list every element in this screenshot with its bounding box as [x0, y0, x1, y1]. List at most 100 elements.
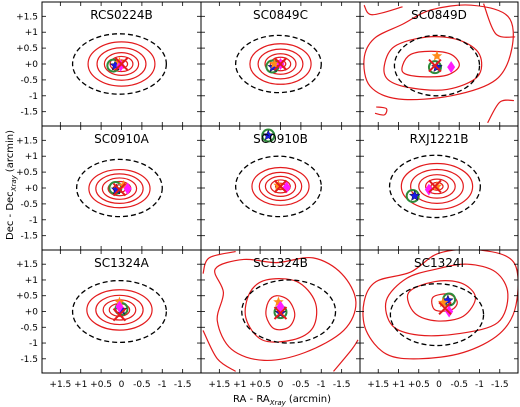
ticks-layer: +1.5+1+0.5+0-0.5-1-1.5+1.5+1+0.5+0-0.5-1…	[16, 12, 508, 390]
magenta-diamond-marker	[447, 61, 456, 74]
x-tick-label: +1	[392, 380, 405, 390]
panel-sc1324a: SC1324A	[41, 249, 202, 374]
x-tick-label: +0.5	[90, 380, 112, 390]
xray-contour	[202, 250, 236, 274]
x-tick-label: -1.5	[491, 380, 509, 390]
panel-sc0910a: SC0910A	[41, 125, 202, 251]
y-axis-label: Dec - DecXray(arcmin)	[5, 130, 18, 240]
xray-contour	[270, 179, 291, 194]
y-tick-label: +0	[25, 60, 39, 70]
x-tick-label: 0	[278, 380, 284, 390]
xray-contour	[214, 256, 357, 361]
panel-sc0910b: SC0910B	[200, 125, 361, 251]
x-tick-label: +1.5	[208, 380, 230, 390]
xray-contour	[95, 173, 144, 204]
xray-contour	[401, 50, 460, 78]
y-tick-label: +1.5	[16, 260, 38, 270]
x-tick-label: -0.5	[450, 380, 468, 390]
aperture-circle	[71, 33, 167, 95]
panel-plot-area	[76, 158, 163, 218]
xray-peak-cross	[112, 307, 127, 322]
x-tick-label: -0.5	[133, 380, 151, 390]
xray-contour	[269, 56, 292, 72]
y-tick-label: -1.5	[20, 108, 38, 118]
panel-title: SC1324A	[94, 256, 150, 270]
orange-star-marker	[431, 50, 443, 61]
xray-contour	[265, 295, 296, 331]
x-tick-label: -1	[317, 380, 326, 390]
x-tick-label: -1.5	[174, 380, 192, 390]
aperture-circle	[235, 34, 322, 94]
x-axis-label: RA - RAXray (arcmin)	[233, 394, 331, 407]
y-tick-label: -1	[29, 216, 38, 226]
xray-contour	[87, 41, 156, 87]
orange-star-marker	[437, 297, 449, 308]
orange-star-marker	[431, 180, 443, 191]
xray-peak-cross	[273, 179, 288, 194]
xray-contour	[101, 177, 138, 200]
xray-contour	[406, 280, 477, 322]
xray-contour	[95, 294, 144, 326]
panel-plot-area	[202, 250, 359, 372]
xray-peak-cross	[428, 58, 442, 73]
xray-contour	[384, 263, 509, 337]
xray-contour	[86, 289, 153, 331]
panel-sc0849d: SC0849D	[359, 1, 519, 127]
panel-rcs0224b: RCS0224B	[41, 1, 202, 127]
y-tick-label: -1.5	[20, 355, 38, 365]
xray-contour	[333, 339, 359, 372]
aperture-circle	[389, 283, 485, 347]
aperture-circle	[71, 279, 167, 344]
xray-contour	[400, 162, 474, 210]
blue-star-marker	[442, 294, 454, 306]
xray-contour	[257, 48, 304, 80]
panel-title: SC1324I	[414, 256, 464, 270]
magenta-diamond-marker	[115, 300, 124, 313]
y-tick-label: +0.5	[16, 44, 38, 54]
xray-contour	[249, 43, 312, 85]
y-tick-label: +1.5	[16, 12, 38, 22]
xray-contour	[363, 4, 403, 16]
bcg-marker	[427, 60, 442, 75]
xray-peak-cross	[273, 57, 288, 71]
panel-title: RXJ1221B	[410, 132, 469, 146]
panel-sc1324i: SC1324I	[359, 249, 519, 374]
x-tick-label: -0.5	[292, 380, 310, 390]
magenta-diamond-marker	[123, 182, 132, 195]
panel-plot-area	[235, 128, 322, 218]
panel-title: RCS0224B	[90, 8, 153, 22]
y-tick-label: +1	[25, 28, 38, 38]
y-tick-label: +1	[25, 276, 38, 286]
orange-star-marker	[273, 296, 284, 307]
aperture-circle	[76, 158, 163, 218]
orange-star-marker	[269, 58, 280, 69]
xray-contour	[483, 3, 516, 38]
blue-star-marker	[408, 189, 421, 201]
xray-contour	[251, 166, 310, 206]
y-tick-label: -1.5	[20, 232, 38, 242]
panel-sc1324b: SC1324B	[200, 249, 361, 374]
panel-plot-area	[71, 279, 167, 344]
xray-contour	[96, 47, 147, 81]
x-tick-label: +1	[233, 380, 246, 390]
xray-contour	[362, 250, 518, 360]
y-tick-label: -1	[29, 339, 38, 349]
aperture-circle	[235, 155, 322, 218]
y-tick-label: -1	[29, 92, 38, 102]
y-tick-label: -0.5	[20, 323, 38, 333]
xray-contour	[264, 53, 297, 75]
y-tick-label: +0.5	[16, 168, 38, 178]
x-tick-label: +0.5	[408, 380, 430, 390]
panel-rxj1221b: RXJ1221B	[359, 125, 519, 251]
y-tick-label: -0.5	[20, 76, 38, 86]
panel-plot-area	[362, 250, 518, 360]
y-tick-label: +0	[25, 184, 39, 194]
xray-peak-cross	[428, 179, 442, 194]
panel-plot-area	[235, 34, 322, 94]
xray-contour	[264, 175, 297, 198]
panel-title: SC1324B	[253, 256, 308, 270]
x-tick-label: +1.5	[367, 380, 389, 390]
xray-contour	[374, 106, 388, 116]
bcg-marker	[405, 188, 420, 203]
